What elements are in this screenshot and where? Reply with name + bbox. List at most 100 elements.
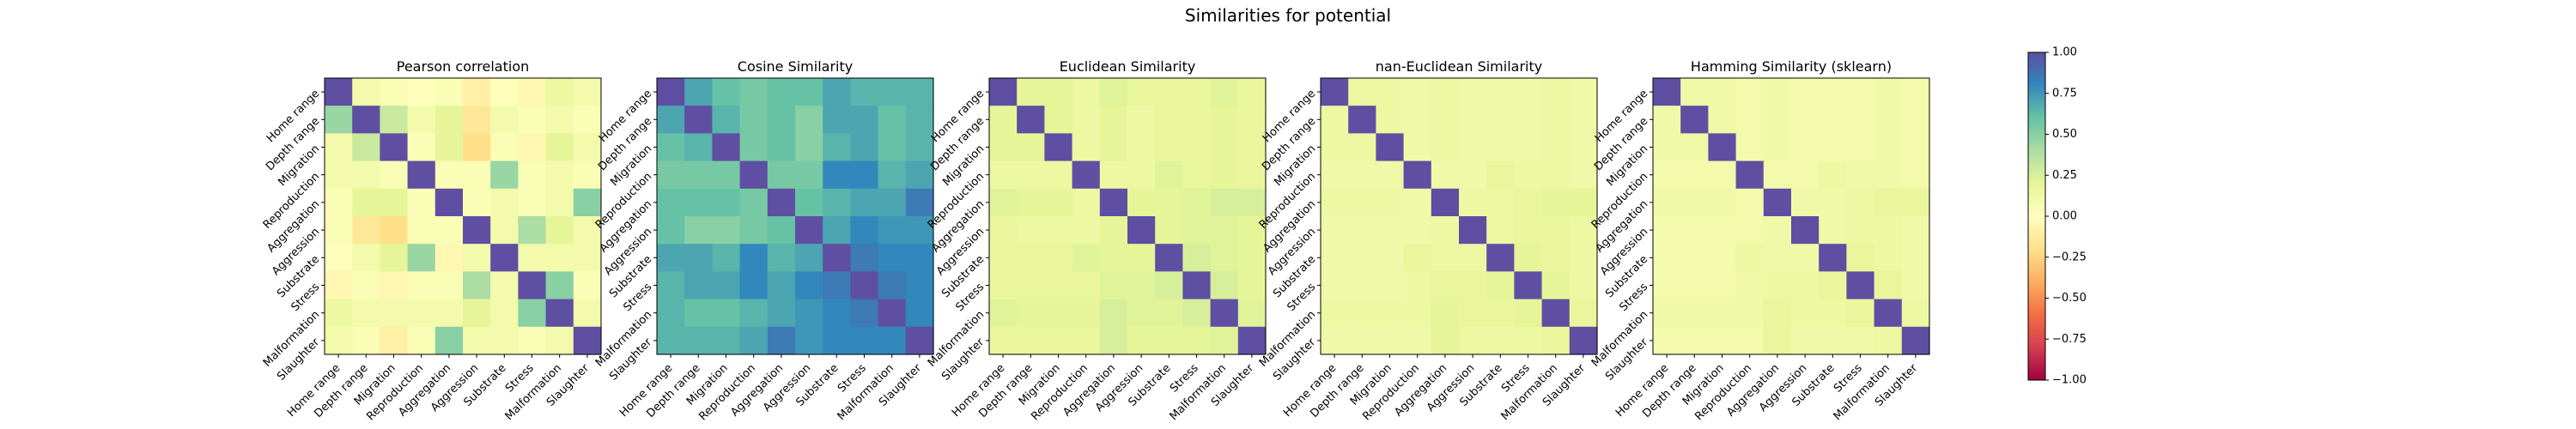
heatmap-cell xyxy=(1210,271,1239,300)
heatmap-cell xyxy=(657,326,685,355)
figure-title: Similarities for potential xyxy=(1185,5,1391,26)
heatmap-cell xyxy=(657,78,685,106)
heatmap-cell xyxy=(739,216,769,245)
heatmap-cell xyxy=(1653,299,1681,328)
heatmap-cell xyxy=(795,326,823,355)
heatmap-cell xyxy=(1044,271,1073,300)
panel-title: Hamming Similarity (sklearn) xyxy=(1691,58,1892,75)
heatmap-cell xyxy=(1072,299,1101,328)
heatmap-cell xyxy=(1127,133,1156,162)
panel-frame xyxy=(1652,77,1930,355)
heatmap-cell xyxy=(823,188,851,217)
heatmap-cell xyxy=(518,244,547,272)
heatmap-cell xyxy=(1486,244,1515,272)
heatmap-cell xyxy=(1791,299,1820,328)
heatmap-cell xyxy=(1431,216,1460,245)
heatmap-cell xyxy=(1819,160,1847,190)
heatmap-cell xyxy=(823,106,851,134)
heatmap-cell xyxy=(1901,244,1930,272)
heatmap-cell xyxy=(1569,216,1598,245)
heatmap-cell xyxy=(1182,326,1212,355)
heatmap-cell xyxy=(573,244,602,272)
heatmap-cell xyxy=(1017,106,1045,134)
heatmap-cell xyxy=(878,188,907,217)
heatmap-cell xyxy=(1182,299,1212,328)
heatmap-cell xyxy=(1541,299,1571,328)
heatmap-cell xyxy=(1210,78,1239,106)
heatmap-cell xyxy=(1348,188,1376,217)
heatmap-cell xyxy=(1459,271,1487,300)
heatmap-cell xyxy=(1127,188,1156,217)
heatmap-cell xyxy=(850,188,879,217)
heatmap-cell xyxy=(407,326,436,355)
heatmap-cell xyxy=(1569,78,1598,106)
heatmap-cell xyxy=(407,106,436,134)
heatmap-cell xyxy=(989,133,1018,162)
heatmap-cell xyxy=(795,188,823,217)
heatmap-cell xyxy=(850,271,879,300)
heatmap-cell xyxy=(1514,299,1543,328)
heatmap-cell xyxy=(1348,160,1376,190)
panel-title: Euclidean Similarity xyxy=(1060,58,1196,75)
heatmap-cell xyxy=(1155,244,1183,272)
heatmap-cell xyxy=(1763,299,1792,328)
heatmap-cell xyxy=(1846,106,1875,134)
heatmap-cell xyxy=(1237,78,1267,106)
heatmap-cell xyxy=(905,133,934,162)
heatmap-cell xyxy=(1348,271,1376,300)
heatmap-cell xyxy=(1763,133,1792,162)
heatmap-cell xyxy=(1791,106,1820,134)
heatmap-cell xyxy=(463,326,491,355)
heatmap-cell xyxy=(1127,244,1156,272)
heatmap-cell xyxy=(1099,216,1128,245)
heatmap-cell xyxy=(1486,106,1515,134)
heatmap-cell xyxy=(1846,299,1875,328)
heatmap-cell xyxy=(767,133,796,162)
heatmap-cell xyxy=(1210,299,1239,328)
heatmap-cell xyxy=(1735,133,1765,162)
heatmap-cell xyxy=(573,78,602,106)
colorbar-tick-label: −0.50 xyxy=(2052,292,2087,305)
heatmap-cell xyxy=(1541,188,1571,217)
heatmap-cell xyxy=(1874,160,1903,190)
heatmap-cell xyxy=(407,299,436,328)
panel-title: Cosine Similarity xyxy=(738,58,853,75)
heatmap-cell xyxy=(1874,244,1903,272)
heatmap-cell xyxy=(989,271,1018,300)
heatmap-cell xyxy=(684,216,713,245)
heatmap-cell xyxy=(1901,326,1930,355)
heatmap-cell xyxy=(1653,271,1681,300)
heatmap-cell xyxy=(1237,271,1267,300)
heatmap-cell xyxy=(1763,326,1792,355)
heatmap-cell xyxy=(1569,188,1598,217)
heatmap-cell xyxy=(989,299,1018,328)
heatmap-cell xyxy=(352,299,380,328)
heatmap-cell xyxy=(795,271,823,300)
heatmap-cell xyxy=(905,299,934,328)
colorbar-gradient xyxy=(2027,51,2046,381)
heatmap-cell xyxy=(878,216,907,245)
heatmap-cell xyxy=(1182,188,1212,217)
heatmap-cell xyxy=(490,326,519,355)
heatmap-cell xyxy=(989,188,1018,217)
heatmap-cell xyxy=(1680,271,1709,300)
heatmap-cell xyxy=(1680,299,1709,328)
heatmap-cell xyxy=(518,78,547,106)
heatmap-cell xyxy=(684,299,713,328)
heatmap-cell xyxy=(325,133,353,162)
heatmap-cell xyxy=(684,106,713,134)
heatmap-cell xyxy=(1653,160,1681,190)
heatmap-cell xyxy=(767,106,796,134)
heatmap-cell xyxy=(1514,133,1543,162)
heatmap-cell xyxy=(1653,326,1681,355)
heatmap-cell xyxy=(878,78,907,106)
heatmap-cell xyxy=(407,216,436,245)
heatmap-cell xyxy=(1819,299,1847,328)
heatmap-panel: Hamming Similarity (sklearn)Home rangeHo… xyxy=(1589,58,1930,423)
heatmap-cell xyxy=(380,326,409,355)
heatmap-cell xyxy=(1099,78,1128,106)
heatmap-cell xyxy=(1541,106,1571,134)
heatmap-cell xyxy=(1791,78,1820,106)
